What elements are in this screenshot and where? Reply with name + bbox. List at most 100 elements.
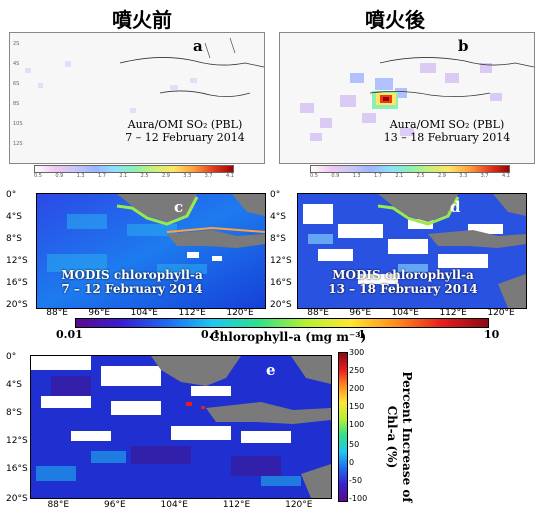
pct-tick: 250: [349, 366, 365, 375]
x-tick: 104°E: [130, 308, 158, 318]
percent-colorbar-title-line2: Chl-a (%): [385, 405, 399, 469]
pct-tick: 100: [349, 420, 365, 429]
so2-tick: 2.5: [416, 173, 425, 179]
so2-map-before: 2S 4S 6S 8S 10S 12S: [9, 32, 265, 164]
percent-map-x-axis: 88°E 96°E 104°E 112°E 120°E: [30, 500, 330, 510]
percent-map-plot: [31, 356, 331, 498]
so2-tick: 1.3: [76, 173, 85, 179]
header-before: 噴火前: [112, 8, 172, 32]
svg-text:12S: 12S: [13, 141, 23, 147]
so2-tick: 4.1: [225, 173, 234, 179]
x-tick: 120°E: [226, 308, 254, 318]
so2-caption-after-line1: Aura/OMI SO₂ (PBL): [389, 118, 505, 131]
so2-tick: 2.1: [395, 173, 404, 179]
so2-tick: 1.7: [97, 173, 106, 179]
so2-tick: 0.5: [34, 173, 42, 179]
modis-map-after: d MODIS chlorophyll-a 13 – 18 February 2…: [297, 193, 527, 309]
modis-caption-before: MODIS chlorophyll-a 7 – 12 February 2014: [47, 268, 217, 296]
so2-colorbar-before-bar: [34, 165, 234, 173]
x-tick: 88°E: [47, 500, 70, 510]
y-tick: 12°S: [270, 256, 292, 266]
modis-map-before: c MODIS chlorophyll-a 7 – 12 February 20…: [36, 193, 266, 309]
so2-map-after: [279, 32, 535, 164]
svg-text:4S: 4S: [13, 61, 19, 67]
y-tick: 8°S: [270, 234, 286, 244]
y-tick: 16°S: [6, 278, 28, 288]
modis-caption-before-line2: 7 – 12 February 2014: [61, 282, 203, 296]
so2-tick: 0.5: [310, 173, 318, 179]
x-tick: 120°E: [487, 308, 515, 318]
svg-text:10S: 10S: [13, 121, 23, 127]
so2-colorbar-after-ticks: 0.5 0.9 1.3 1.7 2.1 2.5 2.9 3.3 3.7 4.1: [310, 173, 510, 179]
so2-tick: 2.1: [119, 173, 128, 179]
y-tick: 20°S: [270, 300, 292, 310]
so2-tick: 3.7: [480, 173, 489, 179]
y-tick: 0°: [6, 190, 17, 200]
svg-text:2S: 2S: [13, 41, 19, 47]
y-tick: 20°S: [6, 300, 28, 310]
so2-tick: 2.9: [437, 173, 446, 179]
percent-colorbar-title-line1: Percent Increase of: [400, 371, 414, 503]
so2-colorbar-after-bar: [310, 165, 510, 173]
x-tick: 96°E: [88, 308, 111, 318]
y-tick: 8°S: [6, 408, 22, 418]
so2-tick: 0.9: [331, 173, 340, 179]
modis-map-before-plot: [37, 194, 265, 308]
y-tick: 16°S: [270, 278, 292, 288]
chl-tick: 1: [358, 328, 366, 341]
so2-colorbar-before: 0.5 0.9 1.3 1.7 2.1 2.5 2.9 3.3 3.7 4.1: [34, 165, 234, 179]
pct-tick: -50: [349, 476, 363, 485]
percent-colorbar-title: Percent Increase of Chl-a (%): [380, 362, 414, 512]
chl-colorbar-title: Chlorophyll-a (mg m⁻³): [210, 330, 367, 344]
so2-tick: 2.9: [161, 173, 170, 179]
pct-tick: 0: [349, 458, 355, 467]
so2-map-after-plot: [280, 33, 535, 163]
so2-colorbar-before-ticks: 0.5 0.9 1.3 1.7 2.1 2.5 2.9 3.3 3.7 4.1: [34, 173, 234, 179]
percent-colorbar: [338, 352, 348, 502]
so2-caption-before-line1: Aura/OMI SO₂ (PBL): [127, 118, 243, 131]
pct-tick: 50: [349, 440, 360, 449]
so2-tick: 3.3: [183, 173, 192, 179]
modis-caption-after-line1: MODIS chlorophyll-a: [332, 268, 474, 282]
x-tick: 104°E: [160, 500, 188, 510]
modis-caption-before-line1: MODIS chlorophyll-a: [61, 268, 203, 282]
x-tick: 112°E: [439, 308, 467, 318]
percent-colorbar-ticks: 300 250 200 150 100 50 0 -50 -100: [349, 348, 379, 508]
pct-tick: 200: [349, 384, 365, 393]
x-tick: 120°E: [285, 500, 313, 510]
modis-after-y-axis: 0° 4°S 8°S 12°S 16°S 20°S: [270, 190, 292, 315]
x-tick: 88°E: [307, 308, 329, 318]
modis-after-x-axis: 88°E 96°E 104°E 112°E 120°E: [297, 308, 525, 318]
so2-caption-before-line2: 7 – 12 February 2014: [125, 131, 245, 144]
svg-text:8S: 8S: [13, 101, 19, 107]
y-tick: 4°S: [6, 380, 22, 390]
x-tick: 104°E: [391, 308, 419, 318]
x-tick: 112°E: [178, 308, 206, 318]
x-tick: 96°E: [349, 308, 372, 318]
header-after: 噴火後: [365, 8, 425, 32]
so2-tick: 4.1: [501, 173, 510, 179]
y-tick: 12°S: [6, 436, 28, 446]
so2-caption-after-line2: 13 – 18 February 2014: [383, 131, 511, 144]
panel-letter-e: e: [266, 361, 276, 379]
so2-tick: 3.3: [459, 173, 468, 179]
x-tick: 88°E: [46, 308, 68, 318]
x-tick: 112°E: [222, 500, 251, 510]
percent-map: e: [30, 355, 332, 499]
so2-caption-before: Aura/OMI SO₂ (PBL) 7 – 12 February 2014: [115, 118, 255, 144]
so2-colorbar-after: 0.5 0.9 1.3 1.7 2.1 2.5 2.9 3.3 3.7 4.1: [310, 165, 510, 179]
chl-tick: 0.1: [201, 328, 221, 341]
modis-before-y-axis: 0° 4°S 8°S 12°S 16°S 20°S: [6, 190, 28, 315]
y-tick: 0°: [6, 352, 17, 362]
x-tick: 96°E: [104, 500, 126, 510]
panel-letter-a: a: [193, 37, 203, 55]
chl-tick: 10: [484, 328, 500, 341]
so2-tick: 0.9: [55, 173, 64, 179]
modis-map-after-plot: [298, 194, 526, 308]
y-tick: 16°S: [6, 464, 28, 474]
panel-letter-c: c: [174, 198, 184, 216]
y-tick: 0°: [270, 190, 281, 200]
modis-caption-after: MODIS chlorophyll-a 13 – 18 February 201…: [318, 268, 488, 296]
percent-map-y-axis: 0° 4°S 8°S 12°S 16°S 20°S: [6, 352, 28, 507]
panel-letter-d: d: [450, 198, 461, 216]
